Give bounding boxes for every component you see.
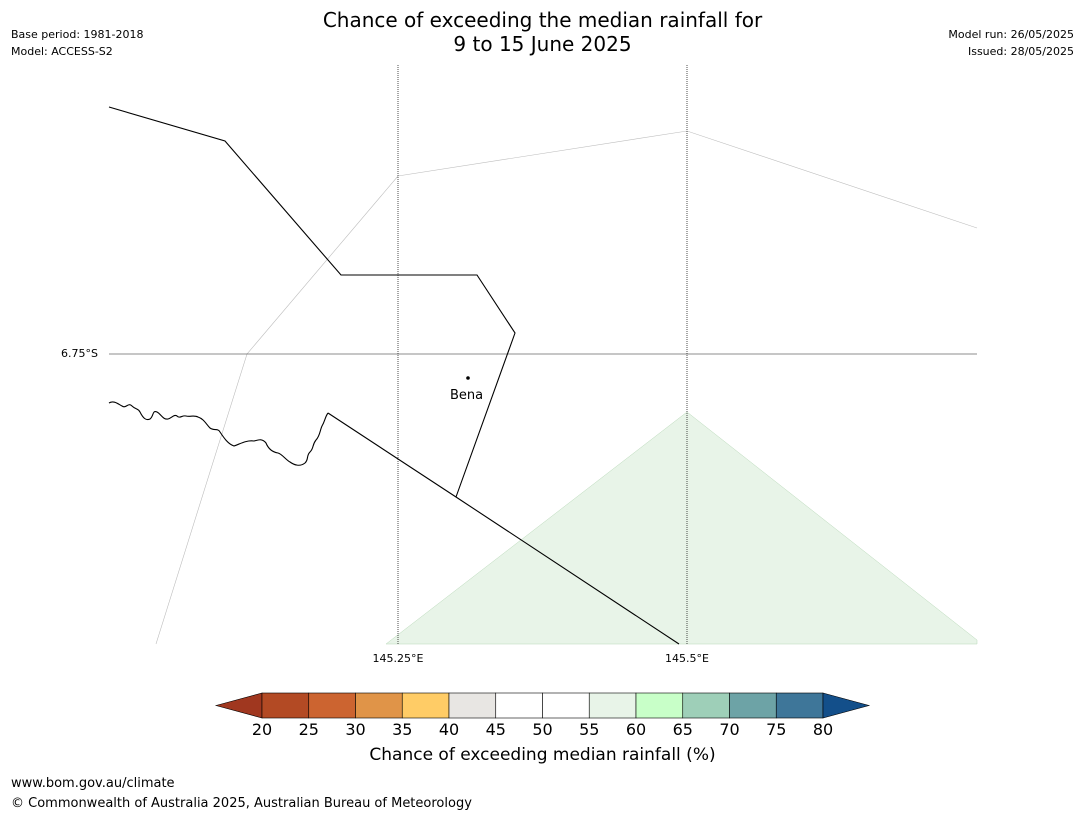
river-line — [108, 401, 329, 466]
latitude-label: 6.75°S — [61, 347, 98, 360]
colorbar-cell-45-50 — [495, 692, 543, 719]
colorbar-cell-30-35 — [355, 692, 403, 719]
colorbar-cell-40-45 — [448, 692, 497, 719]
colorbar-cell-75-80 — [775, 692, 824, 719]
colorbar-title: Chance of exceeding median rainfall (%) — [369, 745, 716, 765]
colorbar-tick-label: 65 — [672, 720, 693, 739]
colorbar-tick-label: 60 — [625, 720, 647, 739]
place-marker — [466, 376, 470, 380]
colorbar-tick-label: 30 — [345, 720, 366, 739]
colorbar-cell-65-70 — [682, 692, 730, 719]
colorbar-tick-label: 20 — [251, 720, 273, 739]
base-period-text: Base period: 1981-2018 — [11, 28, 144, 41]
title-line-2: 9 to 15 June 2025 — [453, 32, 632, 56]
colorbar-cell-35-40 — [401, 692, 450, 719]
colorbar-tick-label: 80 — [812, 720, 834, 739]
colorbar-tick-label: 55 — [579, 720, 600, 739]
colorbar-tick-label: 45 — [485, 720, 506, 739]
meta-left: Base period: 1981-2018 Model: ACCESS-S2 — [11, 26, 143, 60]
meta-right: Model run: 26/05/2025 Issued: 28/05/2025 — [948, 26, 1074, 60]
shaded-region — [385, 411, 978, 645]
region-boundary — [108, 106, 516, 498]
longitude-label-1: 145.25°E — [372, 652, 424, 665]
region-boundary-south — [327, 412, 680, 645]
colorbar-tick-label: 50 — [532, 720, 553, 739]
colorbar-cell-50-55 — [542, 692, 590, 719]
colorbar-cell-70-75 — [729, 692, 777, 719]
issued-text: Issued: 28/05/2025 — [967, 45, 1074, 58]
colorbar-extend-high — [822, 692, 871, 719]
colorbar-tick-label: 70 — [719, 720, 740, 739]
colorbar-cell-60-65 — [635, 692, 684, 719]
colorbar-extend-low — [214, 692, 263, 719]
map-title: Chance of exceeding the median rainfall … — [0, 8, 1085, 56]
colorbar-tick-label: 75 — [766, 720, 787, 739]
colorbar-tick-label: 35 — [392, 720, 413, 739]
longitude-label-2: 145.5°E — [665, 652, 709, 665]
footer-url: www.bom.gov.au/climate — [11, 776, 175, 791]
colorbar-cell-20-25 — [261, 692, 310, 719]
title-line-1: Chance of exceeding the median rainfall … — [322, 8, 763, 32]
colorbar-cell-25-30 — [308, 692, 356, 719]
footer-copyright: © Commonwealth of Australia 2025, Austra… — [11, 796, 472, 811]
colorbar-tick-label: 40 — [438, 720, 460, 739]
model-run-text: Model run: 26/05/2025 — [948, 28, 1074, 41]
place-label: Bena — [450, 388, 484, 403]
model-text: Model: ACCESS-S2 — [11, 45, 113, 58]
colorbar-tick-label: 25 — [298, 720, 319, 739]
colorbar-cell-55-60 — [588, 692, 637, 719]
